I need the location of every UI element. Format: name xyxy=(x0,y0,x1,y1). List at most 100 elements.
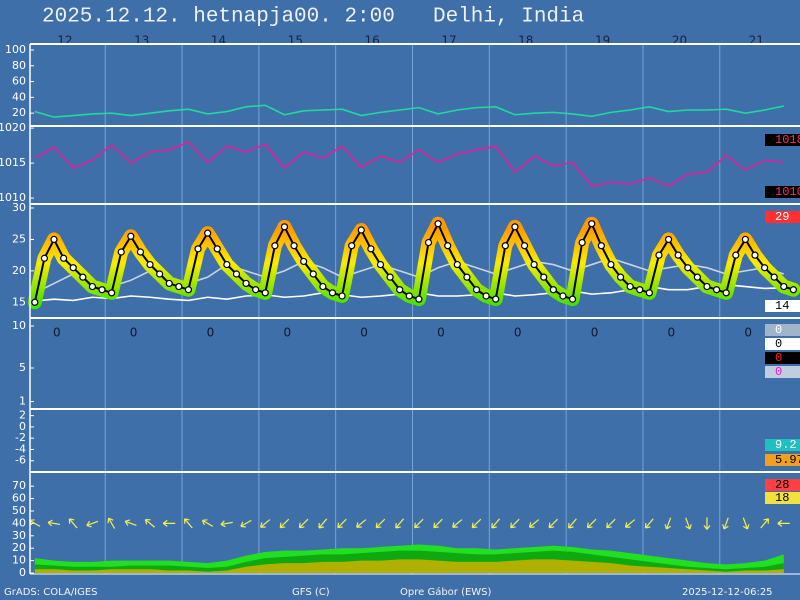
point xyxy=(722,289,730,297)
wind-arrow xyxy=(162,519,176,527)
badge-value: 0 xyxy=(775,351,782,365)
point xyxy=(520,242,529,250)
point xyxy=(376,260,385,269)
footer-source: GrADS: COLA/IGES xyxy=(4,587,98,598)
point xyxy=(530,260,538,269)
point xyxy=(213,245,221,253)
y-tick-label: 60 xyxy=(12,75,26,88)
point xyxy=(136,248,145,256)
point xyxy=(645,289,653,297)
y-tick-label: 1010 xyxy=(0,191,26,204)
daily-total: 0 xyxy=(514,326,522,340)
point xyxy=(760,264,769,272)
day-label: 21. xyxy=(749,34,768,48)
point xyxy=(780,282,788,291)
badge-value: 14 xyxy=(775,299,789,313)
point xyxy=(472,286,481,294)
wind-arrow xyxy=(298,518,309,529)
wind-arrow xyxy=(220,520,233,528)
point xyxy=(664,235,673,244)
point xyxy=(40,254,49,262)
point xyxy=(319,282,327,291)
wind-arrow xyxy=(760,518,770,529)
point xyxy=(568,295,577,303)
badge-value: 29 xyxy=(775,210,789,224)
point xyxy=(108,289,116,297)
y-tick-label: 10 xyxy=(12,554,26,567)
y-tick-label: 50 xyxy=(12,504,26,517)
badge-value: 28 xyxy=(775,478,789,492)
wind-arrow xyxy=(722,517,729,530)
day-label: 13. xyxy=(134,34,153,48)
y-tick-label: 15 xyxy=(12,295,26,308)
point xyxy=(597,242,605,250)
y-tick-label: 40 xyxy=(12,516,26,529)
wind-arrow xyxy=(742,517,750,530)
daily-total: 0 xyxy=(53,326,61,340)
point xyxy=(540,273,548,281)
point xyxy=(703,282,711,291)
point xyxy=(252,286,260,294)
point xyxy=(693,273,701,281)
plot-area: 12. 13. 14. 15. 16. 17. 18. 19. 20. 21.2040608010… xyxy=(0,34,800,579)
point xyxy=(31,298,39,306)
y-tick-label: 70 xyxy=(12,479,26,492)
point xyxy=(156,270,164,278)
point xyxy=(444,242,452,250)
y-tick-label: 30 xyxy=(12,201,26,214)
point xyxy=(146,260,154,269)
point xyxy=(271,242,279,250)
point xyxy=(424,238,433,247)
wind-arrow xyxy=(260,519,271,528)
point xyxy=(549,286,557,294)
point xyxy=(79,273,87,281)
wind-arrow xyxy=(279,518,290,529)
y-tick-label: 20 xyxy=(12,541,26,554)
wind-arrow xyxy=(47,519,61,527)
point xyxy=(674,251,682,259)
wind-arrow xyxy=(528,519,540,528)
point xyxy=(789,286,797,294)
wind-arrow xyxy=(144,518,156,528)
wind-arrow xyxy=(624,519,636,528)
y-tick-label: -2 xyxy=(15,431,26,444)
point xyxy=(261,289,269,297)
wind-arrow xyxy=(337,518,347,529)
badge-value: 0 xyxy=(775,365,782,379)
y-tick-label: -4 xyxy=(15,442,26,455)
y-tick-label: 20 xyxy=(12,264,26,277)
point xyxy=(88,282,97,291)
badge-box xyxy=(765,352,800,364)
point xyxy=(626,282,634,291)
y-tick-label: 1015 xyxy=(0,156,26,169)
badge-box xyxy=(765,134,800,146)
wind-arrow xyxy=(318,518,328,529)
badge-value: 18 xyxy=(775,491,789,505)
day-label: 19. xyxy=(595,34,614,48)
y-tick-label: 0 xyxy=(19,566,26,579)
point xyxy=(588,220,596,228)
badge-box xyxy=(765,300,800,312)
y-tick-label: 1020 xyxy=(0,121,26,134)
y-tick-label: 0 xyxy=(19,420,26,433)
wind-arrow xyxy=(568,518,577,529)
daily-total: 0 xyxy=(207,326,215,340)
point xyxy=(60,254,68,262)
wind-arrow xyxy=(356,519,367,528)
point xyxy=(434,220,442,228)
daily-total: 0 xyxy=(360,326,368,340)
point xyxy=(242,279,250,288)
point xyxy=(290,242,298,250)
point xyxy=(751,251,759,259)
badge-value: 1018 xyxy=(775,133,800,147)
wind-arrow xyxy=(240,519,252,528)
daily-total: 0 xyxy=(130,326,138,340)
day-label: 15. xyxy=(288,34,307,48)
point xyxy=(655,251,663,259)
point xyxy=(453,260,461,269)
day-label: 12. xyxy=(57,34,76,48)
point xyxy=(204,229,212,237)
day-label: 17. xyxy=(441,34,460,48)
wind-arrow xyxy=(548,518,559,529)
